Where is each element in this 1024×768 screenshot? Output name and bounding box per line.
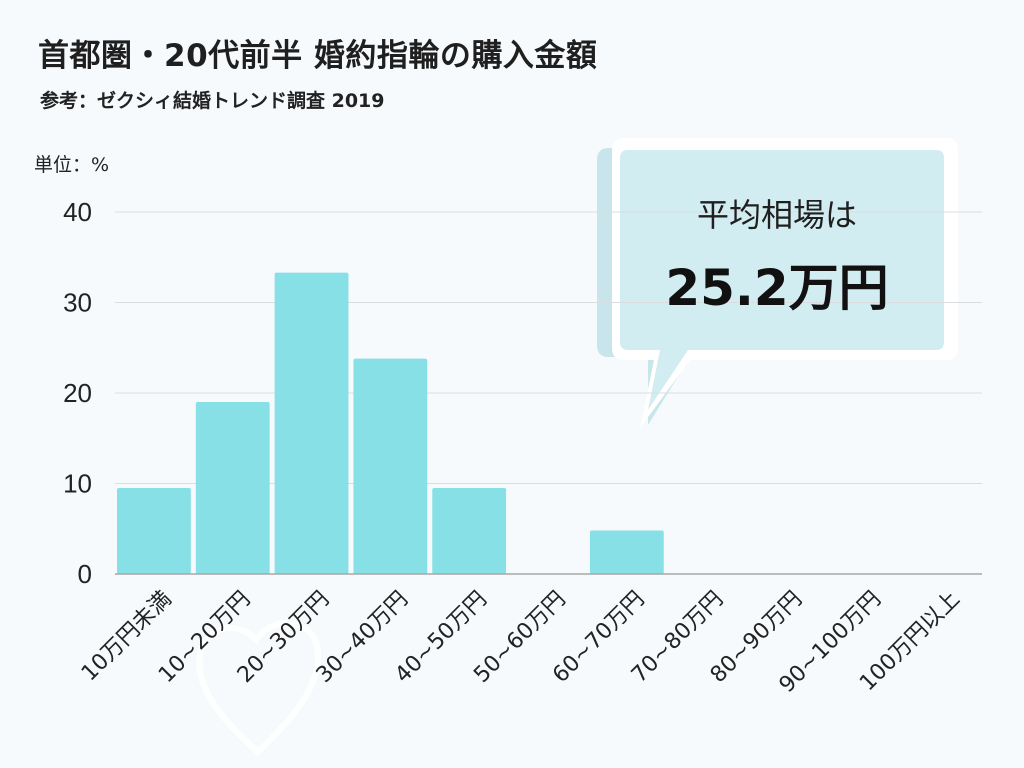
y-tick-label: 20 [63, 378, 92, 408]
callout-heading: 平均相場は [696, 196, 857, 234]
bar [117, 488, 191, 574]
y-axis-ticks: 0 10 20 30 40 [63, 197, 92, 589]
y-tick-label: 30 [63, 288, 92, 318]
y-tick-label: 40 [63, 197, 92, 227]
chart-subtitle: 参考：ゼクシィ結婚トレンド調査 2019 [40, 90, 385, 112]
chart-title: 首都圏・20代前半 婚約指輪の購入金額 [38, 38, 598, 74]
bars [117, 272, 664, 574]
bar [353, 358, 428, 574]
x-axis-ticks: 10万円未満10~20万円20~30万円30~40万円40~50万円50~60万… [77, 587, 965, 698]
bar [195, 402, 270, 574]
average-callout [597, 138, 958, 428]
callout-value: 25.2万円 [665, 259, 889, 317]
y-tick-label: 10 [63, 469, 92, 499]
y-tick-label: 0 [78, 559, 92, 589]
unit-label: 単位：% [34, 154, 110, 176]
bar [432, 488, 507, 574]
bar [589, 530, 664, 574]
heart-decoration-icon [196, 620, 322, 757]
bar [274, 272, 349, 574]
